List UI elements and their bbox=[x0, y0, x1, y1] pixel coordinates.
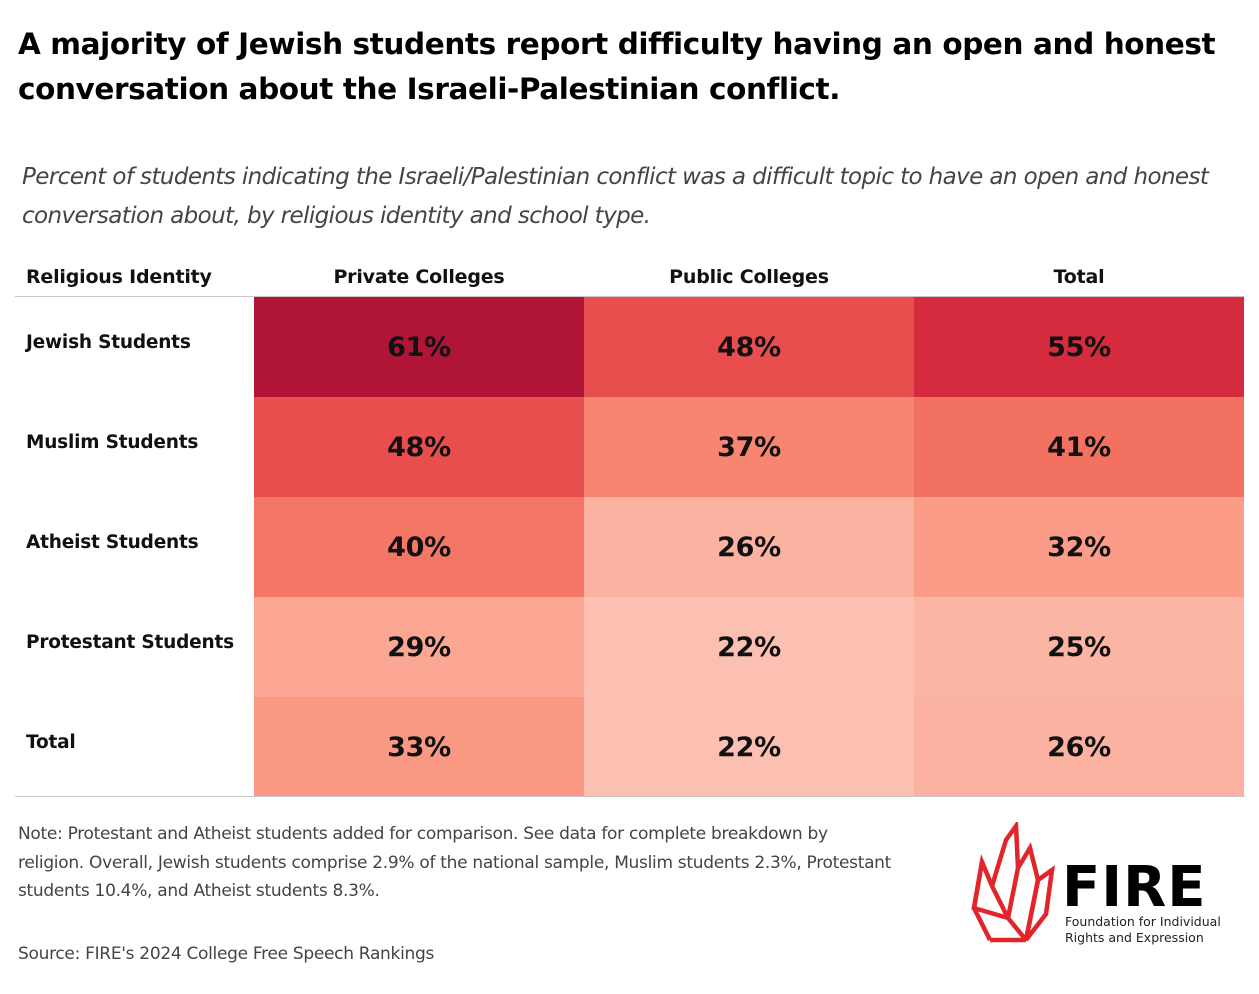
row-label-muslim-students: Muslim Students bbox=[26, 432, 199, 453]
source-note: Source: FIRE's 2024 College Free Speech … bbox=[18, 944, 435, 964]
row-label-protestant-students: Protestant Students bbox=[26, 632, 234, 653]
row-header-label: Religious Identity bbox=[26, 266, 212, 288]
logo-wordmark: FIRE bbox=[1062, 855, 1207, 920]
heatmap-cell-jewish-students-public-colleges: 48% bbox=[584, 297, 914, 397]
heatmap-cell-muslim-students-public-colleges: 37% bbox=[584, 397, 914, 497]
heatmap-cell-total-private-colleges: 33% bbox=[254, 697, 584, 797]
heatmap-cell-jewish-students-private-colleges: 61% bbox=[254, 297, 584, 397]
heatmap-cell-total-public-colleges: 22% bbox=[584, 697, 914, 797]
logo-tagline-line1: Foundation for Individual bbox=[1065, 914, 1221, 929]
row-label-jewish-students: Jewish Students bbox=[26, 332, 191, 353]
row-label-total: Total bbox=[26, 732, 76, 753]
row-label-atheist-students: Atheist Students bbox=[26, 532, 199, 553]
heatmap-cell-jewish-students-total: 55% bbox=[914, 297, 1244, 397]
heatmap-cell-atheist-students-private-colleges: 40% bbox=[254, 497, 584, 597]
column-header-private: Private Colleges bbox=[333, 266, 505, 288]
logo-tagline: Foundation for Individual Rights and Exp… bbox=[1065, 914, 1255, 946]
bottom-divider bbox=[15, 796, 1245, 797]
fire-logo: FIRE Foundation for Individual Rights an… bbox=[968, 822, 1248, 952]
heatmap-cell-protestant-students-private-colleges: 29% bbox=[254, 597, 584, 697]
heatmap-cell-atheist-students-public-colleges: 26% bbox=[584, 497, 914, 597]
heatmap-cell-total-total: 26% bbox=[914, 697, 1244, 797]
chart-title: A majority of Jewish students report dif… bbox=[18, 27, 1216, 106]
column-header-public: Public Colleges bbox=[669, 266, 829, 288]
header-divider bbox=[15, 296, 1245, 297]
heatmap-cell-atheist-students-total: 32% bbox=[914, 497, 1244, 597]
logo-tagline-line2: Rights and Expression bbox=[1065, 930, 1204, 945]
heatmap-cell-muslim-students-private-colleges: 48% bbox=[254, 397, 584, 497]
chart-subtitle: Percent of students indicating the Israe… bbox=[22, 164, 1209, 229]
heatmap-cell-muslim-students-total: 41% bbox=[914, 397, 1244, 497]
heatmap-cell-protestant-students-total: 25% bbox=[914, 597, 1244, 697]
heatmap-cell-protestant-students-public-colleges: 22% bbox=[584, 597, 914, 697]
footnote: Note: Protestant and Atheist students ad… bbox=[18, 824, 892, 901]
column-header-total: Total bbox=[1053, 266, 1105, 288]
flame-logo-icon bbox=[971, 822, 1055, 943]
